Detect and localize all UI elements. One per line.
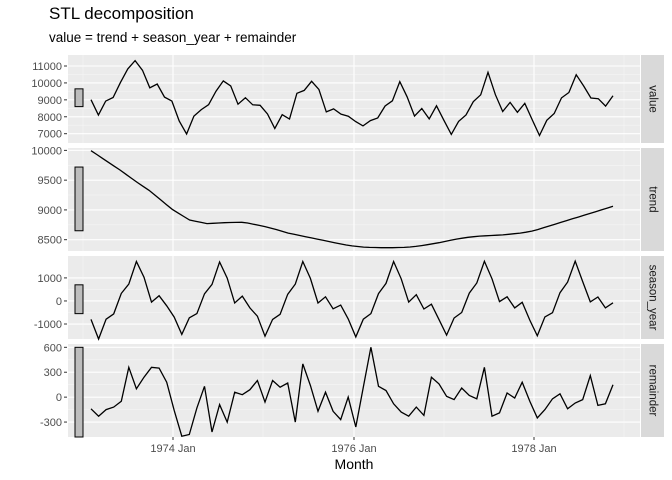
scale-bar-trend (74, 166, 84, 232)
facet-strip-label-remainder: remainder (647, 365, 659, 417)
facet-strip-trend (641, 148, 664, 251)
scale-bar-remainder (74, 346, 84, 438)
x-tick-label: 1974 Jan (150, 443, 195, 455)
y-tick-label-season_year: 0 (56, 296, 62, 308)
series-line-trend (90, 150, 614, 249)
y-tick-label-remainder: -300 (40, 417, 62, 429)
chart-title: STL decomposition (49, 4, 194, 23)
y-tick-label-remainder: 300 (44, 367, 62, 379)
series-line-value (90, 59, 614, 138)
y-tick-label-remainder: 600 (44, 342, 62, 354)
facet-strip-label-value: value (647, 85, 659, 113)
x-axis-title: Month (335, 456, 374, 472)
y-tick-label-season_year: 1000 (38, 273, 62, 285)
x-tick-label: 1976 Jan (331, 443, 376, 455)
facet-strip-value (641, 55, 664, 143)
y-tick-label-trend: 9500 (38, 175, 62, 187)
facet-strip-remainder (641, 344, 664, 437)
y-tick-label-season_year: -1000 (34, 319, 62, 331)
y-tick-label-value: 9000 (38, 95, 62, 107)
y-tick-label-trend: 9000 (38, 205, 62, 217)
x-tick-label: 1978 Jan (511, 443, 556, 455)
y-tick-label-trend: 8500 (38, 235, 62, 247)
series-line-remainder (90, 347, 614, 437)
scale-bar-season_year (74, 284, 84, 315)
y-tick-label-remainder: 0 (56, 392, 62, 404)
facet-strip-season_year (641, 256, 664, 339)
y-tick-label-value: 11000 (32, 61, 62, 73)
y-tick-label-value: 7000 (38, 129, 62, 141)
scale-bar-value (74, 88, 84, 108)
chart-subtitle: value = trend + season_year + remainder (49, 30, 297, 45)
y-tick-label-value: 10000 (31, 78, 62, 90)
y-tick-label-value: 8000 (38, 112, 62, 124)
facet-strip-label-season_year: season_year (647, 265, 659, 331)
y-tick-label-trend: 10000 (31, 145, 62, 157)
series-line-season_year (90, 259, 614, 341)
facet-strip-label-trend: trend (647, 186, 659, 212)
